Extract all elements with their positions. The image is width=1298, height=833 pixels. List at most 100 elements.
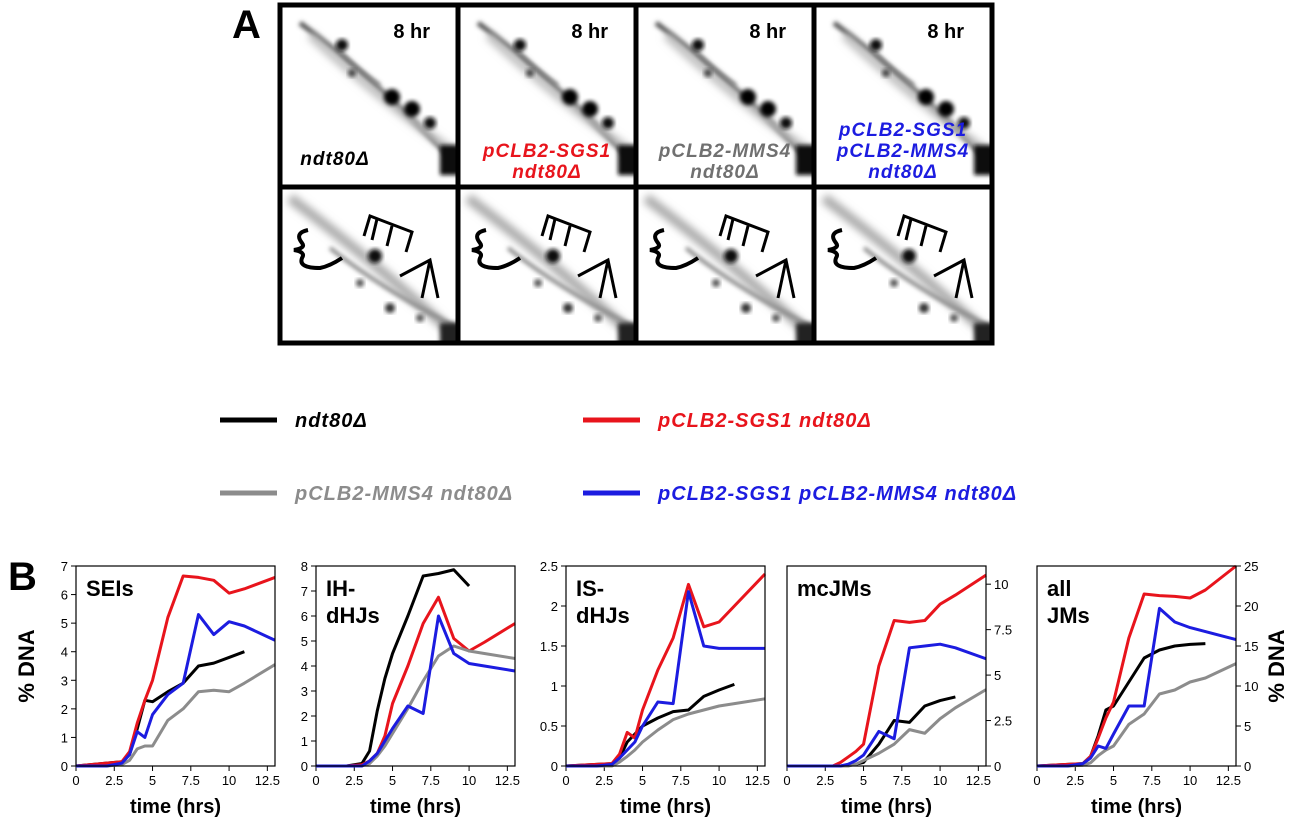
y-tick-label: 5: [301, 634, 308, 649]
y2-tick-label: 2.5: [994, 714, 1012, 729]
x-tick-label: 7.5: [672, 773, 690, 788]
x-tick-label: 2.5: [345, 773, 363, 788]
x-tick-label: 10: [712, 773, 726, 788]
x-axis-label: time (hrs): [841, 796, 932, 818]
x-tick-label: 0: [562, 773, 569, 788]
panel-label: B: [8, 555, 37, 599]
y-tick-label: 0: [301, 759, 308, 774]
y-tick-label: 0: [551, 759, 558, 774]
legend-label: pCLB2-MMS4 ndt80Δ: [294, 483, 513, 505]
x-tick-label: 12.5: [255, 773, 280, 788]
genotype-label: ndt80Δ: [512, 162, 581, 183]
chart-title: IS-: [576, 576, 604, 601]
time-label: 8 hr: [927, 21, 964, 43]
plot-frame: [786, 565, 987, 767]
x-tick-label: 7.5: [182, 773, 200, 788]
x-tick-label: 0: [72, 773, 79, 788]
y-tick-label: 1: [551, 679, 558, 694]
genotype-label: ndt80Δ: [868, 162, 937, 183]
y-tick-label: 5: [61, 616, 68, 631]
y2-tick-label: 5: [1244, 719, 1251, 734]
chart: 0 2.5 5 7.5 10 12.5 0 1 2 3 4 5 6 7 SEIs time (hrs) % DN…: [14, 559, 280, 818]
chart: 0 2.5 5 7.5 10 12.5 0 0.5 1 1.5 2 2.5 IS-dHJs time (h…: [540, 559, 770, 818]
x-tick-label: 7.5: [422, 773, 440, 788]
time-label: 8 hr: [571, 21, 608, 43]
y-tick-label: 1: [61, 730, 68, 745]
gel-images: [277, 2, 999, 348]
chart-title: JMs: [1047, 603, 1090, 628]
chart-title: dHJs: [576, 603, 630, 628]
x-axis-label: time (hrs): [130, 796, 221, 818]
x-tick-label: 5: [149, 773, 156, 788]
data-line: [566, 697, 766, 768]
y2-tick-label: 7.5: [994, 623, 1012, 638]
x-tick-label: 2.5: [1066, 773, 1084, 788]
data-line: [1036, 642, 1206, 768]
plot-frame: [1036, 565, 1237, 767]
y2-tick-label: 5: [994, 668, 1001, 683]
y-tick-label: 0.5: [540, 719, 558, 734]
data-line: [566, 590, 765, 768]
y-tick-label: 4: [61, 645, 68, 660]
chart-title: mcJMs: [797, 576, 872, 601]
chart: 0 2.5 5 7.5 10 12.5 0 1 2 3 4 5 6 7 8 IH-dHJs time (hrs): [301, 559, 520, 818]
x-tick-label: 12.5: [745, 773, 770, 788]
time-label: 8 hr: [749, 21, 786, 43]
y-tick-label: 7: [301, 584, 308, 599]
gel-image: [290, 198, 465, 348]
y-tick-label: 1: [301, 734, 308, 749]
data-line: [1037, 662, 1237, 768]
y-tick-label: 8: [301, 559, 308, 574]
data-line: [1037, 606, 1237, 768]
genotype-label: pCLB2-MMS4: [658, 141, 791, 162]
x-axis-label: time (hrs): [620, 796, 711, 818]
y-tick-label: 2.5: [540, 559, 558, 574]
data-line: [76, 663, 276, 768]
chart-title: dHJs: [326, 603, 380, 628]
plot-frame: [565, 565, 766, 767]
y-tick-label: 4: [301, 659, 308, 674]
y-tick-label: 3: [61, 673, 68, 688]
y-tick-label: 2: [551, 599, 558, 614]
x-tick-label: 0: [1033, 773, 1040, 788]
plot-frame: [75, 565, 276, 767]
x-tick-label: 5: [1110, 773, 1117, 788]
genotype-label: pCLB2-SGS1: [838, 120, 967, 141]
y2-tick-label: 0: [1244, 759, 1251, 774]
x-tick-label: 5: [639, 773, 646, 788]
genotype-label: ndt80Δ: [690, 162, 759, 183]
x-tick-label: 10: [1183, 773, 1197, 788]
x-tick-label: 2.5: [105, 773, 123, 788]
y-tick-label: 1.5: [540, 639, 558, 654]
chart-title: all: [1047, 576, 1071, 601]
y2-tick-label: 10: [1244, 679, 1258, 694]
genotype-label: pCLB2-MMS4: [836, 141, 969, 162]
data-line: [75, 650, 245, 768]
plot-frame: [315, 565, 516, 767]
x-axis-label: time (hrs): [370, 796, 461, 818]
x-tick-label: 12.5: [495, 773, 520, 788]
y-tick-label: 7: [61, 559, 68, 574]
x-tick-label: 5: [389, 773, 396, 788]
y-axis-label: % DNA: [14, 629, 39, 702]
x-tick-label: 10: [933, 773, 947, 788]
gel-frames: [277, 2, 995, 346]
y2-tick-label: 20: [1244, 599, 1258, 614]
y2-tick-label: 10: [994, 577, 1008, 592]
x-tick-label: 10: [462, 773, 476, 788]
data-line: [787, 573, 987, 768]
legend-label: pCLB2-SGS1 pCLB2-MMS4 ndt80Δ: [657, 483, 1017, 505]
chart-title: SEIs: [86, 576, 134, 601]
x-tick-label: 0: [312, 773, 319, 788]
data-line: [316, 644, 516, 768]
gel-image: [824, 198, 999, 348]
genotype-label: ndt80Δ: [300, 149, 369, 170]
data-line: [76, 613, 276, 768]
x-tick-label: 12.5: [1216, 773, 1241, 788]
y-tick-label: 2: [61, 702, 68, 717]
chart-title: IH-: [326, 576, 355, 601]
